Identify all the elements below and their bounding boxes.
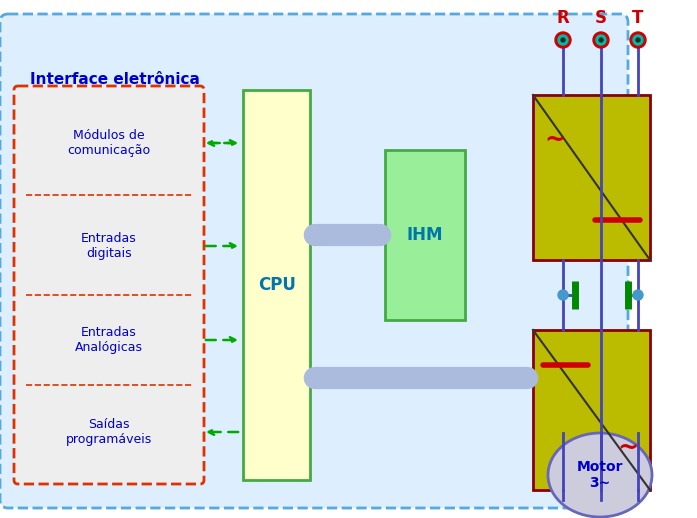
Circle shape: [633, 290, 643, 300]
Bar: [533, 95, 650, 260]
Text: Módulos de
comunicação: Módulos de comunicação: [68, 129, 151, 157]
FancyBboxPatch shape: [0, 14, 628, 508]
Text: IGBTs: IGBTs: [406, 370, 454, 385]
Circle shape: [555, 32, 571, 48]
Text: T: T: [632, 9, 644, 27]
Circle shape: [596, 35, 606, 45]
FancyArrow shape: [312, 368, 530, 388]
Text: ~: ~: [618, 436, 638, 460]
Ellipse shape: [548, 433, 652, 517]
Text: Entradas
Analógicas: Entradas Analógicas: [75, 326, 143, 354]
Bar: [243, 90, 310, 480]
Text: Motor
3∼: Motor 3∼: [576, 460, 623, 490]
Text: S: S: [595, 9, 607, 27]
Text: Entradas
digitais: Entradas digitais: [81, 232, 137, 260]
Text: Interface eletrônica: Interface eletrônica: [30, 72, 200, 87]
Text: Saídas
programáveis: Saídas programáveis: [66, 418, 152, 446]
Bar: [385, 150, 465, 320]
Circle shape: [636, 38, 640, 42]
FancyArrow shape: [312, 225, 383, 246]
Circle shape: [561, 38, 565, 42]
Circle shape: [630, 32, 646, 48]
Circle shape: [558, 35, 568, 45]
Text: IHM: IHM: [407, 226, 443, 244]
Bar: [533, 330, 650, 490]
Text: CPU: CPU: [258, 276, 296, 294]
Circle shape: [558, 290, 568, 300]
FancyArrow shape: [312, 368, 530, 388]
Circle shape: [593, 32, 609, 48]
Text: R: R: [557, 9, 569, 27]
FancyBboxPatch shape: [14, 86, 204, 484]
Circle shape: [633, 35, 643, 45]
FancyArrow shape: [312, 225, 383, 246]
Text: ~: ~: [544, 128, 565, 152]
Circle shape: [599, 38, 603, 42]
